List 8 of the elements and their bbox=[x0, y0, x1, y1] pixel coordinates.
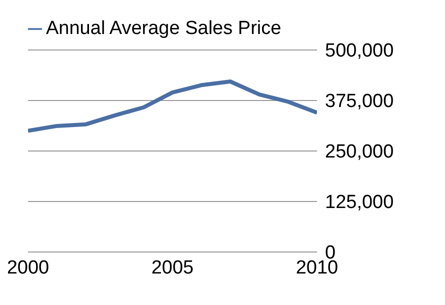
y-tick-label: 500,000 bbox=[325, 40, 394, 62]
line-series bbox=[28, 80, 317, 133]
y-tick-label: 250,000 bbox=[325, 142, 394, 163]
y-tick-label: 375,000 bbox=[325, 91, 394, 112]
y-tick-label: 125,000 bbox=[325, 192, 394, 214]
legend-label: Annual Average Sales Price bbox=[46, 18, 282, 39]
x-tick-label: 2005 bbox=[151, 257, 194, 278]
x-tick-label: 2000 bbox=[6, 257, 50, 278]
